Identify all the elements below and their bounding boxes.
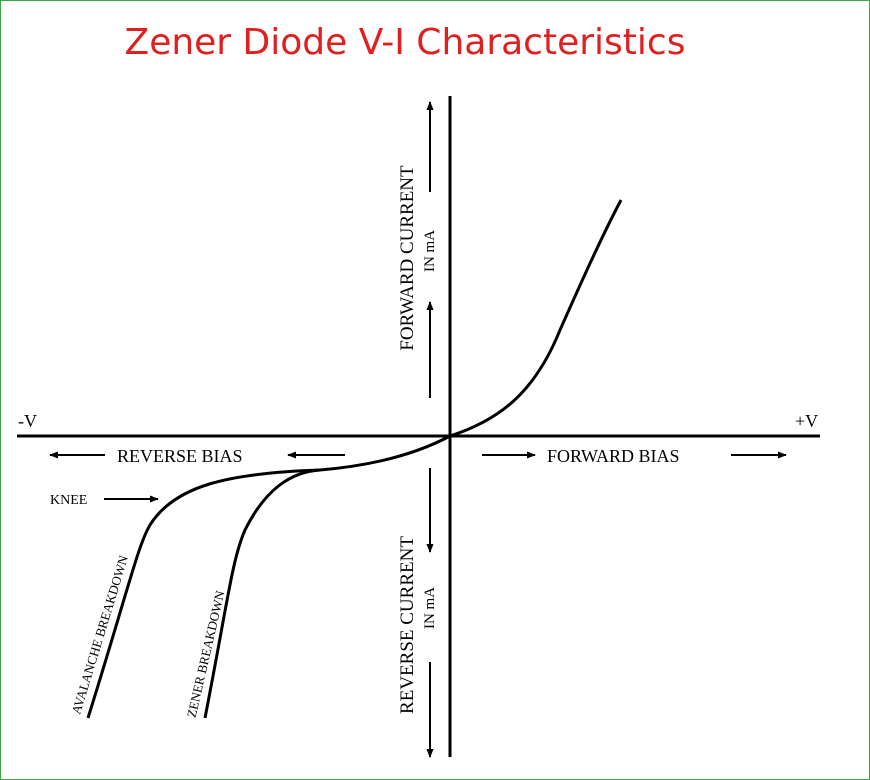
avalanche-breakdown-curve: [86, 468, 321, 719]
zener-breakdown-label: ZENER BREAKDOWN: [184, 589, 228, 719]
neg-v-label: -V: [18, 411, 37, 431]
forward-bias-label: FORWARD BIAS: [547, 446, 680, 466]
reverse-bias-label: REVERSE BIAS: [117, 446, 243, 466]
knee-label: KNEE: [50, 493, 87, 508]
forward-curve: [449, 199, 623, 438]
diagram-title: Zener Diode V-I Characteristics: [124, 22, 686, 63]
forward-current-label: FORWARD CURRENT: [397, 165, 418, 351]
avalanche-breakdown-label: AVALANCHE BREAKDOWN: [68, 553, 131, 716]
zener-breakdown-curve: [203, 468, 321, 719]
forward-current-unit: IN mA: [422, 230, 438, 272]
reverse-current-label: REVERSE CURRENT: [397, 536, 418, 714]
pos-v-label: +V: [795, 411, 818, 431]
reverse-current-unit: IN mA: [422, 587, 438, 629]
reverse-leakage-curve: [319, 434, 451, 472]
